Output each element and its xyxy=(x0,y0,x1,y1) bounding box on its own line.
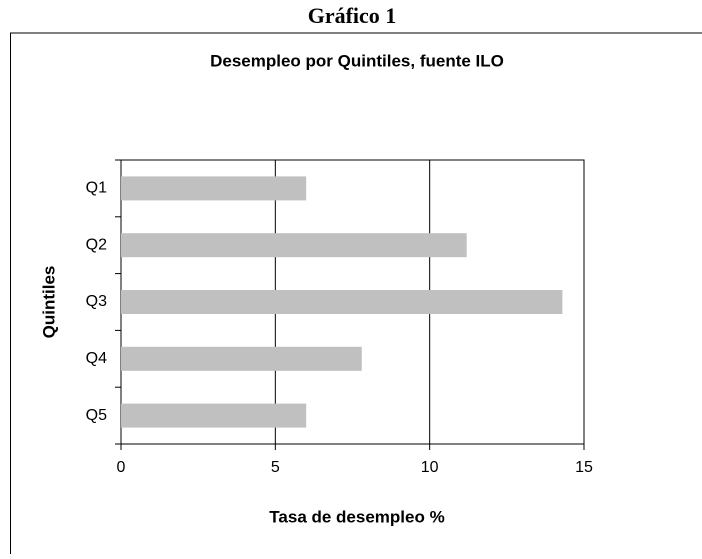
heading: Gráfico 1 xyxy=(308,3,397,28)
y-tick-label: Q2 xyxy=(86,236,107,253)
x-tick-label: 5 xyxy=(271,459,280,476)
bar xyxy=(121,233,467,258)
x-tick-label: 10 xyxy=(421,459,439,476)
x-axis-title: Tasa de desempleo % xyxy=(269,507,444,526)
y-tick-label: Q5 xyxy=(86,407,107,424)
bar xyxy=(121,346,362,371)
bar xyxy=(121,403,307,428)
x-tick-label: 0 xyxy=(117,459,126,476)
bar xyxy=(121,290,563,314)
y-tick-label: Q3 xyxy=(86,293,107,310)
y-tick-label: Q1 xyxy=(86,180,107,197)
y-tick-label: Q4 xyxy=(86,350,107,367)
bar xyxy=(121,176,307,201)
chart-title: Desempleo por Quintiles, fuente ILO xyxy=(210,51,504,70)
y-axis-title: Quintiles xyxy=(39,266,58,339)
x-tick-label: 15 xyxy=(575,459,593,476)
